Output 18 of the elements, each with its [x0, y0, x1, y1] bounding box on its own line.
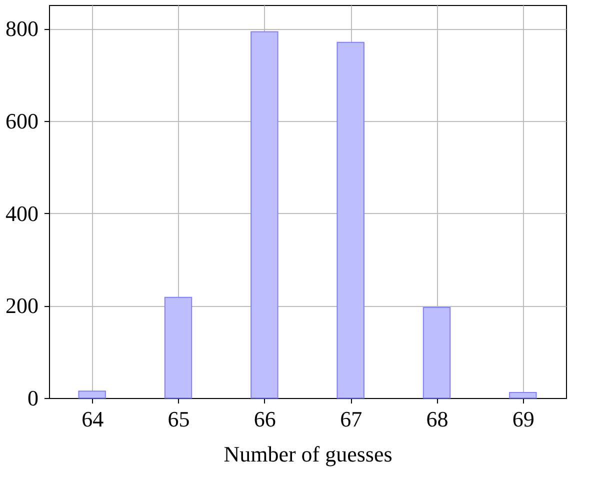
bar: [336, 42, 364, 398]
bar: [509, 392, 537, 398]
x-tick-label: 65: [168, 406, 190, 432]
y-tick-label: 200: [6, 293, 38, 318]
x-tick-label: 68: [426, 406, 448, 432]
x-tick-label: 69: [512, 406, 534, 432]
y-tick-label: 600: [6, 108, 38, 134]
bar: [78, 390, 106, 398]
x-tick-label: 67: [340, 406, 362, 432]
bar: [250, 31, 278, 398]
y-tick-label: 0: [28, 386, 38, 410]
x-tick-label: 66: [254, 406, 276, 432]
x-tick-label: 64: [82, 406, 104, 432]
bar: [422, 306, 451, 398]
y-tick-label: 400: [6, 200, 38, 226]
y-tick-label: 800: [6, 16, 38, 42]
bar: [164, 296, 192, 398]
x-axis-title: Number of guesses: [224, 442, 392, 466]
